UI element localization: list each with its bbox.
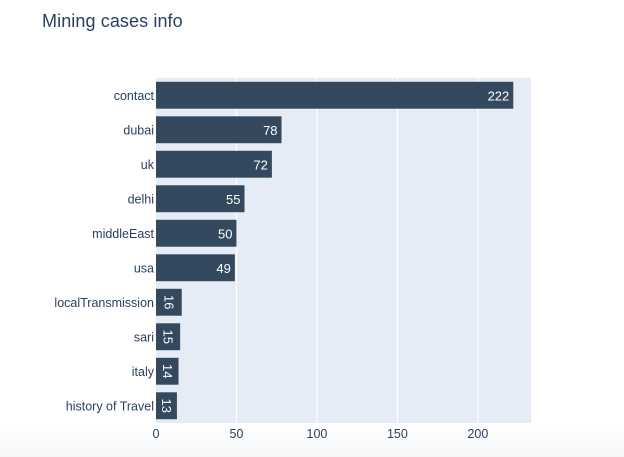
x-tick-label: 150: [387, 427, 408, 441]
bar: [156, 357, 179, 385]
category-label: dubai: [123, 123, 154, 137]
data-label: 72: [253, 157, 267, 172]
bar: [156, 116, 282, 144]
data-label: 78: [263, 123, 277, 138]
category-label: middleEast: [92, 227, 154, 241]
data-label: 13: [159, 399, 174, 413]
x-tick-label: 0: [153, 427, 160, 441]
bar: [156, 219, 237, 247]
bar: [156, 288, 182, 316]
chart-title: Mining cases info: [42, 11, 183, 31]
data-label: 50: [218, 226, 232, 241]
data-label: 49: [216, 261, 230, 276]
bar: [156, 323, 181, 351]
data-label: 14: [160, 364, 175, 378]
category-label: localTransmission: [54, 296, 154, 310]
category-label: usa: [134, 261, 154, 275]
bars: [156, 81, 514, 420]
category-label: uk: [141, 158, 155, 172]
category-label: sari: [134, 330, 154, 344]
category-label: contact: [114, 89, 155, 103]
x-tick-label: 100: [307, 427, 328, 441]
x-tick-label: 200: [467, 427, 488, 441]
bar: [156, 392, 177, 420]
x-tick-label: 50: [230, 427, 244, 441]
bar: [156, 81, 514, 109]
data-label: 222: [488, 88, 510, 103]
category-label: delhi: [128, 192, 154, 206]
data-label: 15: [161, 330, 176, 344]
x-axis-ticks: 0 50 100 150 200: [153, 427, 489, 441]
data-labels: 222 78 72 55 50 49 16 15 14 13: [159, 88, 509, 413]
data-label: 16: [161, 295, 176, 309]
category-label: history of Travel: [66, 399, 154, 413]
bar: [156, 254, 235, 282]
category-label: italy: [132, 365, 155, 379]
bar: [156, 150, 272, 178]
category-labels: contact dubai uk delhi middleEast usa localTra…: [54, 89, 154, 414]
bar: [156, 185, 245, 213]
data-label: 55: [226, 192, 240, 207]
